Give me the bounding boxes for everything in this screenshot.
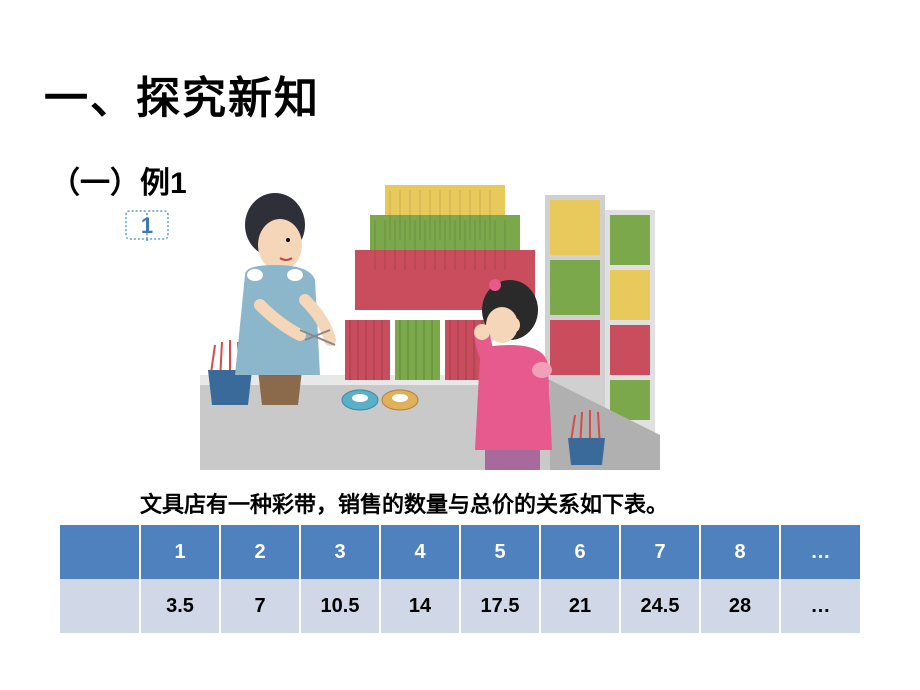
data-cell: … xyxy=(780,579,860,633)
book-number: 1 xyxy=(141,213,153,238)
header-cell: 3 xyxy=(300,525,380,579)
subsection-title: （一）例1 xyxy=(50,158,187,202)
table-header-row: 1 2 3 4 5 6 7 8 … xyxy=(60,525,860,579)
table-caption: 文具店有一种彩带，销售的数量与总价的关系如下表。 xyxy=(140,487,668,519)
data-cell: 28 xyxy=(700,579,780,633)
price-quantity-table: 1 2 3 4 5 6 7 8 … 3.5 7 10.5 14 17.5 21 … xyxy=(60,525,860,633)
header-cell: 8 xyxy=(700,525,780,579)
book-example-icon: 1 xyxy=(122,205,172,249)
data-cell: 10.5 xyxy=(300,579,380,633)
data-cell: 24.5 xyxy=(620,579,700,633)
shopkeeper xyxy=(235,193,335,375)
header-cell: 5 xyxy=(460,525,540,579)
table-data-row: 3.5 7 10.5 14 17.5 21 24.5 28 … xyxy=(60,579,860,633)
header-cell: 7 xyxy=(620,525,700,579)
data-cell: 14 xyxy=(380,579,460,633)
child-customer xyxy=(474,279,552,470)
data-cell: 7 xyxy=(220,579,300,633)
header-cell: 6 xyxy=(540,525,620,579)
data-cell: 3.5 xyxy=(140,579,220,633)
header-cell: 4 xyxy=(380,525,460,579)
data-cell: 17.5 xyxy=(460,579,540,633)
shop-illustration xyxy=(200,170,670,470)
data-cell xyxy=(60,579,140,633)
header-cell: 1 xyxy=(140,525,220,579)
header-cell xyxy=(60,525,140,579)
section-title: 一、探究新知 xyxy=(44,62,320,126)
header-cell: … xyxy=(780,525,860,579)
header-cell: 2 xyxy=(220,525,300,579)
data-cell: 21 xyxy=(540,579,620,633)
